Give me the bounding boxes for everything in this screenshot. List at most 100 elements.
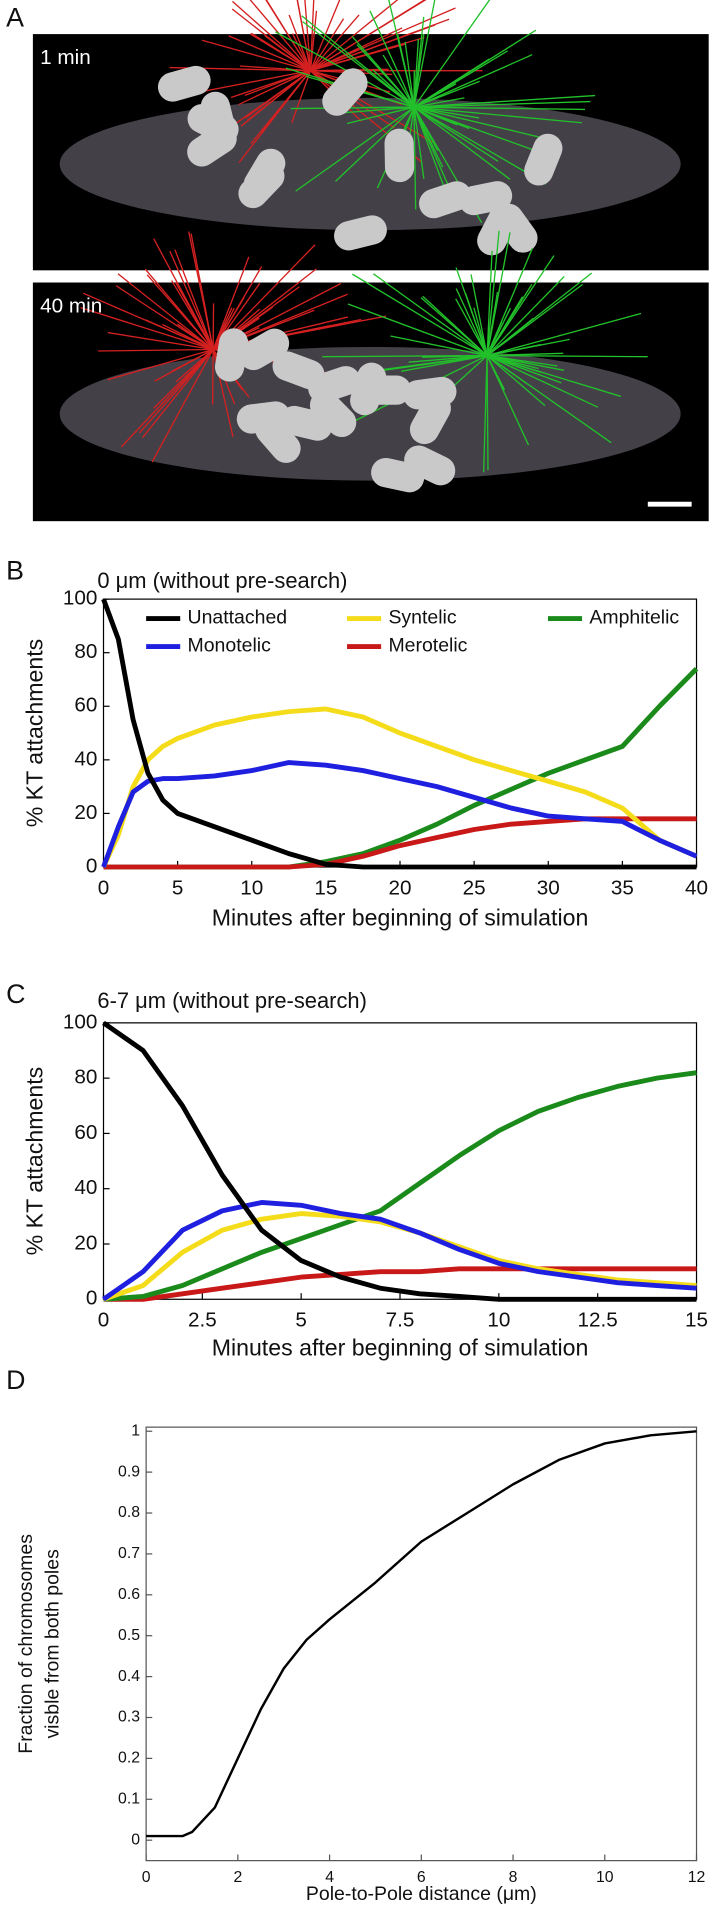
chromosome: [157, 65, 211, 102]
y-tick-label: 0.5: [118, 1627, 140, 1644]
microtubule: [302, 20, 415, 108]
microtubule: [486, 275, 565, 357]
microtubule: [413, 106, 458, 126]
microtubule: [265, 0, 312, 71]
microtubule: [347, 303, 488, 357]
microtubule: [486, 248, 533, 356]
chart-title: 6-7 μm (without pre-search): [97, 988, 367, 1013]
y-axis-label: visble from both poles: [42, 1549, 64, 1739]
y-tick-label: 0.6: [118, 1586, 140, 1603]
x-tick-label: 5: [295, 1309, 307, 1332]
chromosome: [404, 445, 456, 486]
x-tick-label: 30: [537, 876, 560, 899]
microtubule: [486, 355, 489, 471]
microtubule: [413, 0, 491, 108]
microtubule: [115, 285, 214, 351]
microtubule: [413, 97, 465, 108]
legend-label: Monotelic: [188, 635, 272, 657]
microtubule: [250, 32, 311, 72]
y-tick-label: 40: [74, 1176, 97, 1199]
microtubule: [408, 354, 488, 363]
y-tick-label: 80: [74, 640, 97, 663]
microtubule: [295, 106, 415, 192]
microtubule: [310, 0, 427, 72]
y-tick-label: 0: [86, 854, 98, 877]
microtubule: [455, 288, 488, 356]
series-line: [102, 1020, 697, 1302]
microtubule: [486, 338, 570, 357]
microtubule: [486, 355, 546, 407]
microtubule: [486, 354, 562, 384]
microtubule: [335, 106, 415, 182]
microtubule: [486, 250, 493, 356]
microtubule: [346, 106, 415, 125]
microtubule: [413, 106, 480, 119]
y-tick-label: 0.3: [118, 1709, 140, 1726]
microtubule: [309, 10, 318, 71]
panel-label: C: [6, 979, 25, 1009]
legend-label: Unattached: [188, 607, 288, 629]
chromosome: [334, 215, 387, 251]
y-tick-label: 1: [131, 1422, 140, 1439]
x-tick-label: 40: [685, 876, 708, 899]
microtubule: [486, 283, 533, 356]
microtubule: [413, 106, 511, 180]
microtubule: [201, 39, 311, 72]
microtubule: [455, 298, 488, 356]
x-axis-label: Pole-to-Pole distance (μm): [306, 1883, 537, 1905]
plot-frame: [145, 1426, 698, 1862]
microtubule: [382, 54, 415, 108]
x-tick-label: 25: [463, 876, 486, 899]
chromosome: [200, 91, 236, 145]
chromosome: [350, 362, 387, 416]
microtubule: [322, 354, 488, 358]
series-line: [102, 1200, 697, 1302]
microtubule: [372, 273, 488, 357]
microtubule: [304, 0, 312, 71]
x-tick-label: 0: [98, 876, 110, 899]
y-tick-label: 100: [63, 1010, 98, 1033]
microtubule: [107, 348, 214, 381]
x-tick-label: 10: [487, 1309, 510, 1332]
series-line: [101, 760, 698, 868]
image-label: 1 min: [40, 46, 91, 69]
x-tick-label: 7.5: [386, 1309, 415, 1332]
microtubule: [464, 292, 488, 356]
microtubule: [413, 16, 425, 108]
microtubule: [309, 18, 345, 71]
panel-label: D: [6, 1365, 25, 1395]
y-axis-label: % KT attachments: [22, 1067, 48, 1256]
x-tick-label: 15: [685, 1309, 708, 1332]
microtubule: [352, 273, 488, 357]
image-label: 40 min: [40, 294, 102, 317]
microtubule: [141, 349, 214, 439]
microtubule: [390, 335, 488, 357]
microtubule: [413, 0, 436, 108]
legend-label: Syntelic: [388, 607, 456, 629]
microtubule: [80, 307, 214, 351]
chromosome: [419, 181, 472, 219]
y-tick-label: 0.9: [118, 1463, 140, 1480]
microtubule: [120, 349, 214, 448]
y-tick-label: 0.7: [118, 1545, 140, 1562]
microscopy-panels: [32, 0, 709, 522]
microtubule: [288, 14, 312, 71]
microtubule: [244, 70, 311, 96]
microtubule: [290, 106, 415, 110]
microtubule: [186, 69, 311, 96]
microtubule: [356, 44, 415, 108]
x-tick-label: 0: [98, 1309, 110, 1332]
microtubule: [171, 348, 214, 372]
y-tick-label: 0.2: [118, 1750, 140, 1767]
x-axis-label: Minutes after beginning of simulation: [212, 904, 589, 930]
microtubule: [486, 230, 500, 356]
microtubule: [369, 10, 415, 108]
x-tick-label: 35: [611, 876, 634, 899]
chromosome: [279, 405, 333, 441]
microtubule: [98, 348, 214, 352]
microtubule: [238, 70, 311, 106]
series-line: [103, 667, 699, 870]
series-line: [101, 598, 697, 870]
microtubule: [309, 0, 341, 71]
x-tick-label: 0: [142, 1869, 151, 1886]
